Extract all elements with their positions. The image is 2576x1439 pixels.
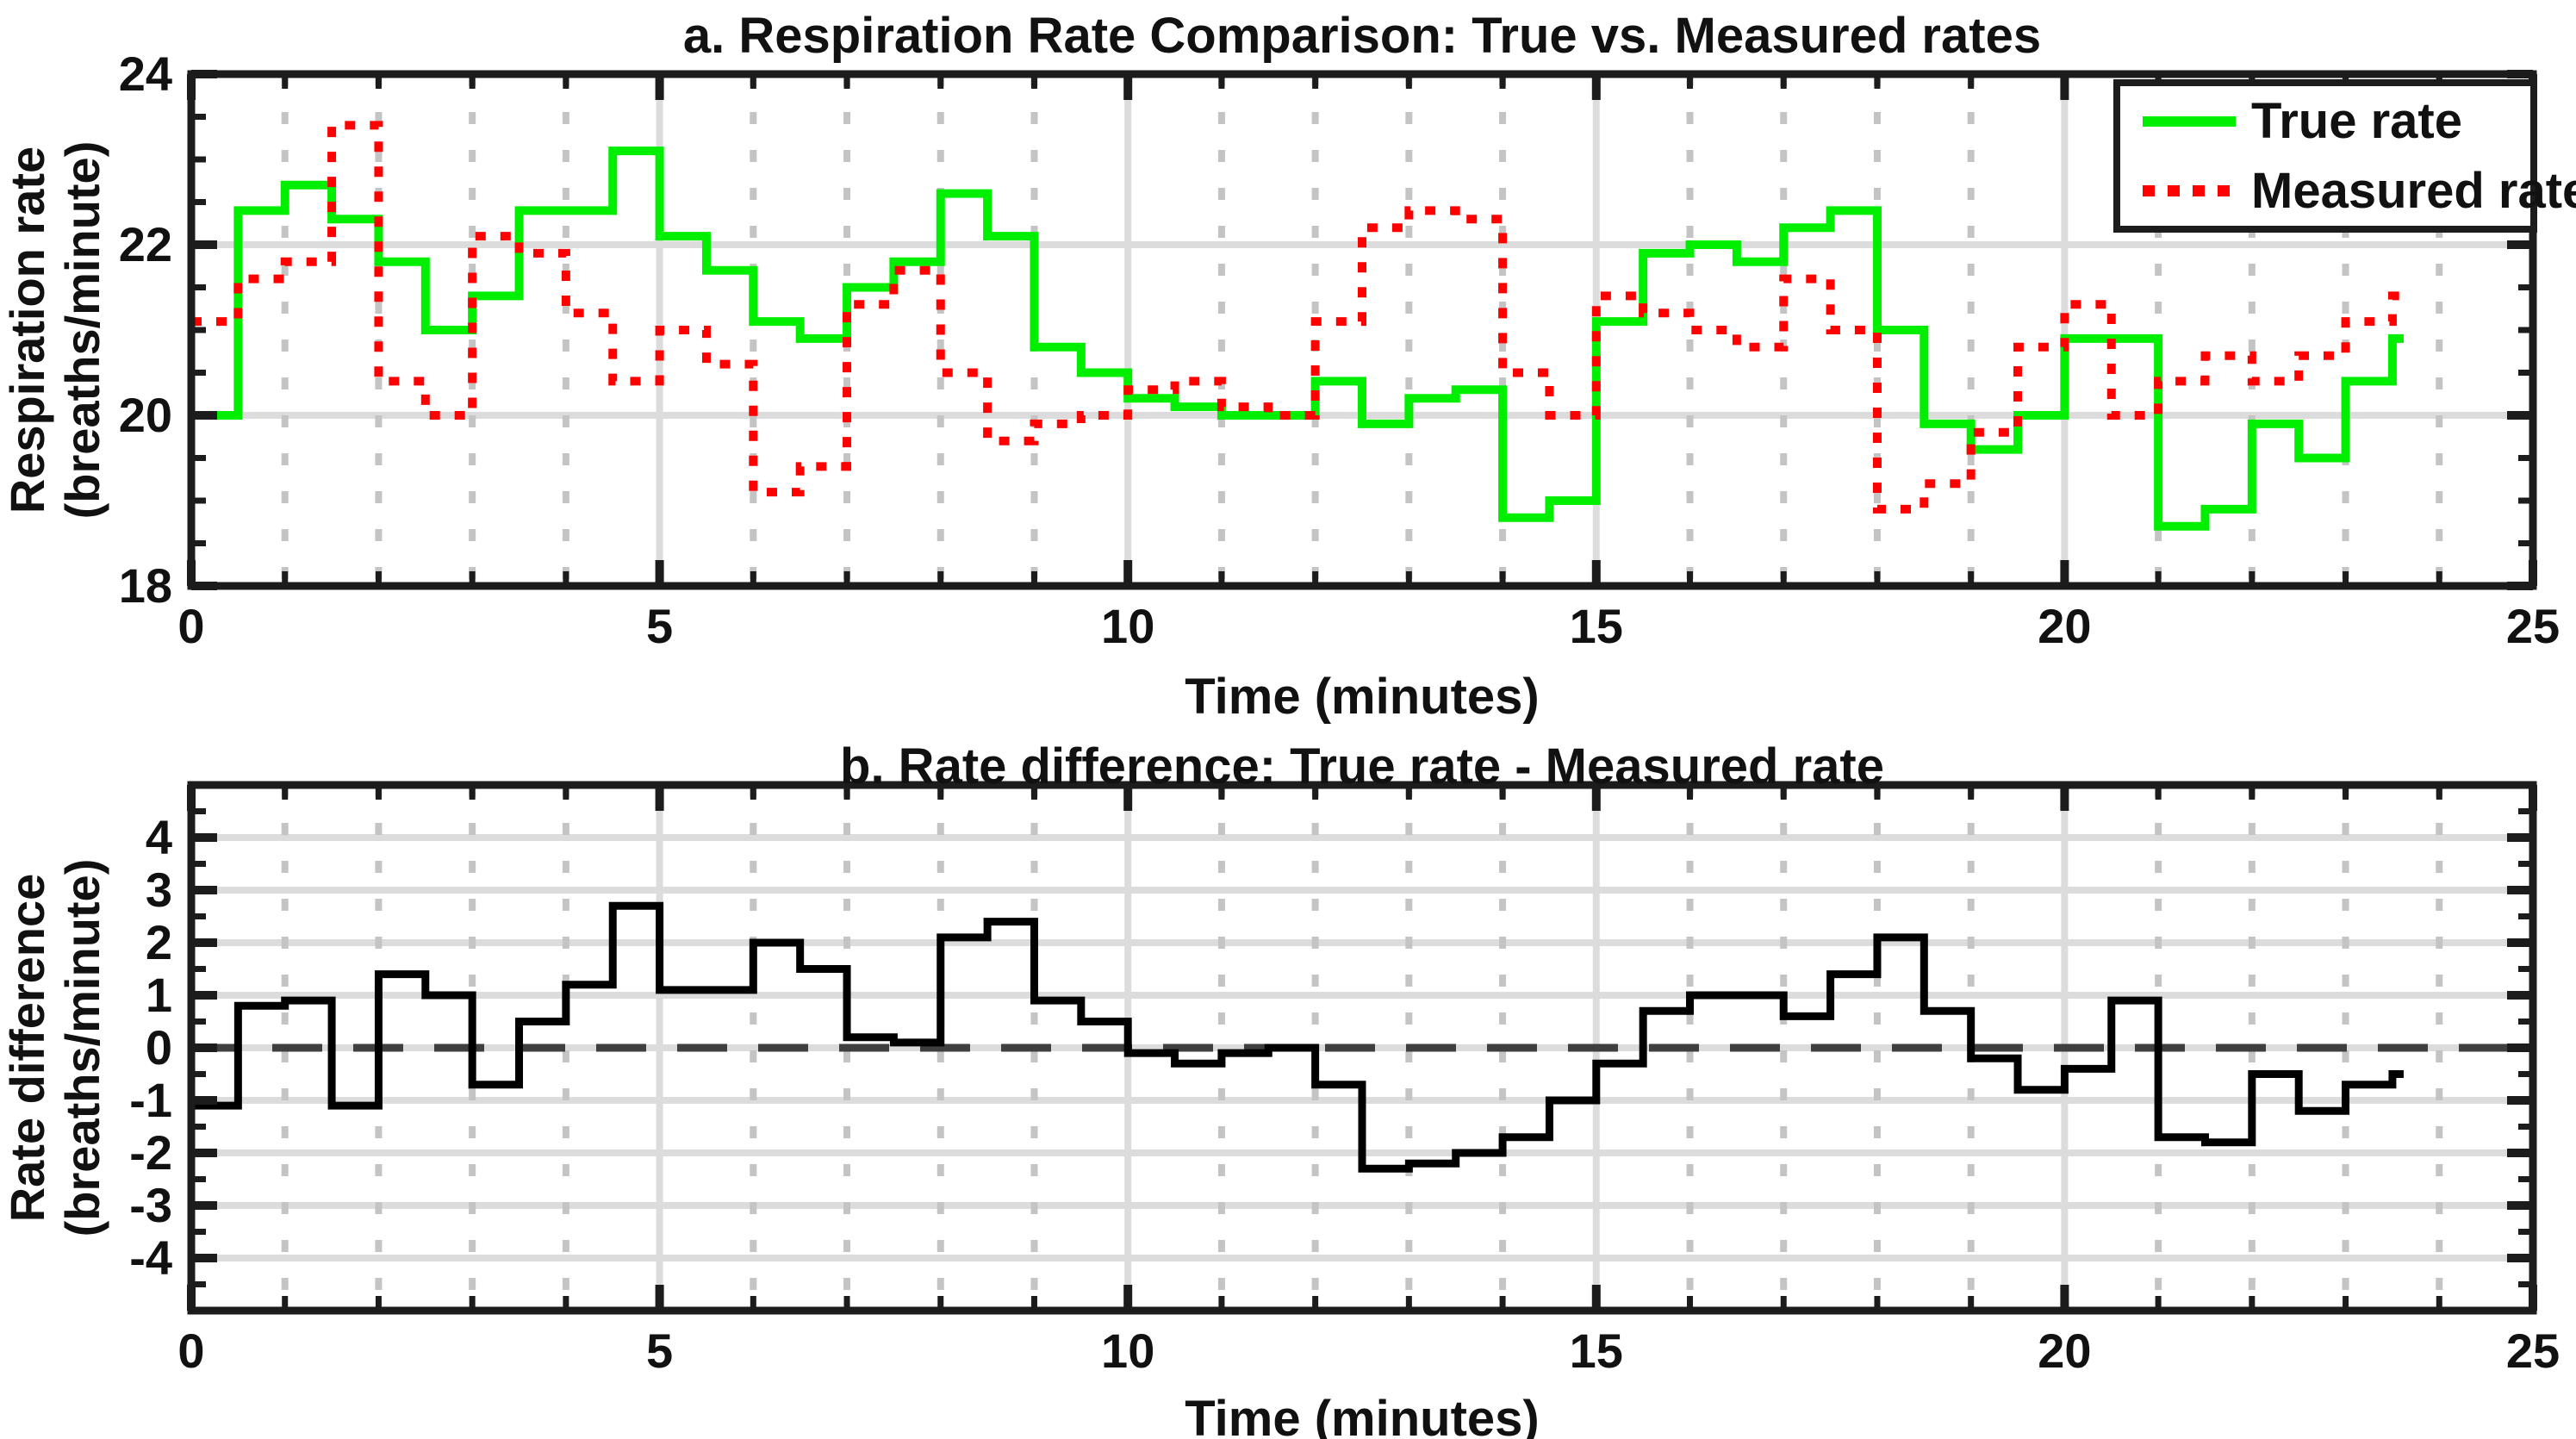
bottom-y-tick-label: -1	[129, 1073, 172, 1127]
top-series-true-rate	[191, 146, 2404, 531]
top-chart-y-axis-label: Respiration rate (breaths/minute)	[0, 141, 110, 520]
bottom-y-tick-label: 3	[146, 863, 172, 917]
bottom-y-tick-label: -2	[129, 1125, 172, 1180]
bottom-chart-title: b. Rate difference: True rate - Measured…	[840, 738, 1884, 794]
top-tick-labels: 0 5 10 15 20 25 18 20 22 24	[119, 47, 2560, 653]
bottom-y-tick-label: 4	[146, 810, 172, 864]
bottom-y-tick-label: 0	[146, 1020, 172, 1075]
bottom-chart-y-axis-label-line2: (breaths/minute)	[55, 858, 109, 1237]
top-x-tick-label: 25	[2506, 599, 2560, 653]
legend-item-measured-rate: Measured rate	[2120, 156, 2576, 226]
bottom-y-tick-label: 2	[146, 915, 172, 969]
top-y-tick-label: 24	[119, 47, 172, 101]
top-y-tick-label: 18	[119, 558, 172, 613]
bottom-x-tick-label: 20	[2038, 1324, 2091, 1378]
top-chart-title: a. Respiration Rate Comparison: True vs.…	[682, 8, 2042, 64]
bottom-h-gridlines	[191, 834, 2533, 1261]
bottom-x-tick-label: 15	[1570, 1324, 1623, 1378]
bottom-y-tick-label: -4	[129, 1230, 172, 1285]
top-x-tick-label: 0	[177, 599, 204, 653]
top-v-major-gridlines	[656, 74, 2069, 586]
top-chart-x-axis-label: Time (minutes)	[1185, 669, 1540, 725]
bottom-v-minor-gridlines	[281, 785, 2443, 1311]
top-chart-y-axis-label-line1: Respiration rate	[0, 146, 54, 514]
top-x-tick-label: 20	[2038, 599, 2091, 653]
bottom-x-tick-label: 10	[1101, 1324, 1154, 1378]
measured-rate-line-swatch	[2143, 185, 2236, 196]
bottom-series-rate-difference	[191, 901, 2404, 1173]
true-rate-line-swatch	[2143, 115, 2236, 127]
bottom-y-tick-label: 1	[146, 968, 172, 1022]
bottom-chart-y-axis-label: Rate difference (breaths/minute)	[0, 859, 110, 1237]
legend-box: True rate Measured rate	[2113, 79, 2576, 233]
bottom-x-tick-label: 5	[646, 1324, 673, 1378]
top-x-tick-label: 5	[646, 599, 673, 653]
top-x-tick-label: 15	[1570, 599, 1623, 653]
top-x-tick-label: 10	[1101, 599, 1154, 653]
bottom-y-tick-label: -3	[129, 1178, 172, 1232]
legend-item-true-rate: True rate	[2120, 86, 2530, 156]
legend-label-true-rate: True rate	[2251, 93, 2462, 149]
top-series-measured-rate	[191, 121, 2404, 514]
top-chart-y-axis-label-line2: (breaths/minute)	[55, 140, 109, 520]
top-y-tick-label: 22	[119, 217, 172, 271]
legend-label-measured-rate: Measured rate	[2251, 163, 2576, 219]
bottom-x-tick-label: 0	[177, 1324, 204, 1378]
bottom-chart-y-axis-label-line1: Rate difference	[0, 873, 54, 1223]
bottom-chart-x-axis-label: Time (minutes)	[1185, 1391, 1540, 1439]
top-y-tick-label: 20	[119, 388, 172, 442]
bottom-x-tick-label: 25	[2506, 1324, 2560, 1378]
bottom-ticks	[187, 785, 2537, 1311]
